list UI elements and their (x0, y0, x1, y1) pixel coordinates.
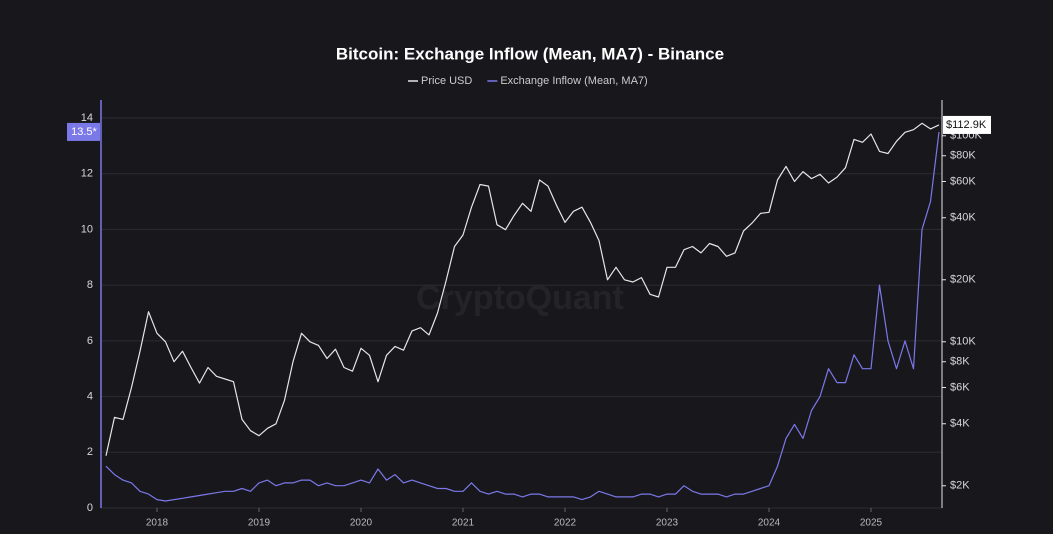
y-tick-label: 14 (81, 112, 93, 124)
y-tick-label: 8 (87, 279, 93, 291)
y-tick-label: 12 (81, 168, 93, 180)
legend-label: Exchange Inflow (Mean, MA7) (500, 75, 647, 87)
x-tick-label: 2022 (554, 518, 577, 529)
y-tick-label: 10 (81, 223, 93, 235)
last-value-badge (943, 115, 991, 134)
last-value-label: 13.5* (71, 126, 97, 138)
last-value-badge (67, 122, 100, 141)
x-tick-label: 2023 (656, 518, 679, 529)
y2-tick-label: $20K (950, 274, 976, 286)
y2-tick-label: $60K (950, 175, 976, 187)
y2-tick-label: $4K (950, 418, 970, 430)
x-tick-label: 2019 (248, 518, 271, 529)
y-tick-label: 4 (87, 390, 93, 402)
y2-tick-label: $6K (950, 381, 970, 393)
x-tick-label: 2020 (350, 518, 373, 529)
series-line (105, 131, 940, 502)
y-tick-label: 2 (87, 446, 93, 458)
y2-tick-label: $40K (950, 212, 976, 224)
y-tick-label: 6 (87, 335, 93, 347)
y2-tick-label: $8K (950, 356, 970, 368)
x-tick-label: 2018 (146, 518, 169, 529)
series-line (105, 122, 940, 456)
last-value-label: $112.9K (946, 119, 987, 131)
y2-tick-label: $80K (950, 150, 976, 162)
y2-tick-label: $10K (950, 336, 976, 348)
x-tick-label: 2021 (452, 518, 475, 529)
x-tick-label: 2024 (758, 518, 781, 529)
y-tick-label: 0 (87, 502, 93, 514)
legend-label: Price USD (421, 75, 472, 87)
x-tick-label: 2025 (860, 518, 883, 529)
y2-tick-label: $2K (950, 480, 970, 492)
chart-title: Bitcoin: Exchange Inflow (Mean, MA7) - B… (336, 44, 724, 63)
